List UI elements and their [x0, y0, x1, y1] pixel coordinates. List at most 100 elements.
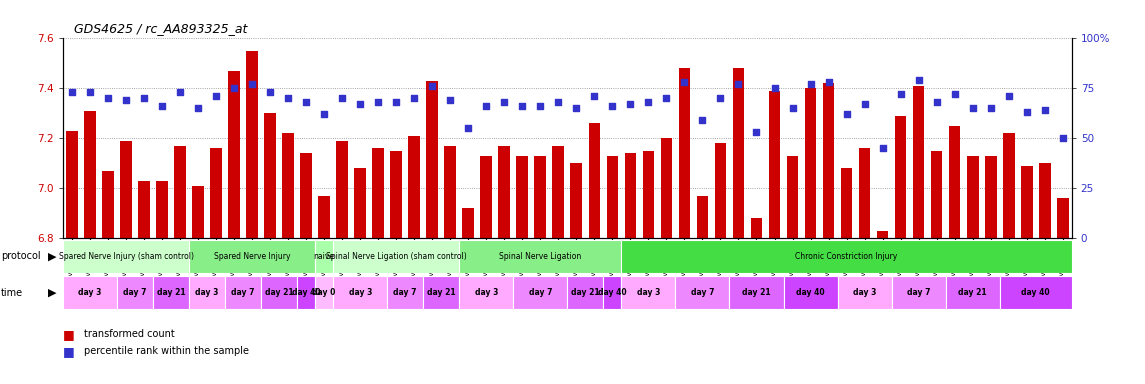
Bar [228, 71, 240, 238]
Bar [1039, 163, 1051, 238]
Bar [676, 276, 729, 309]
Text: Spinal Nerve Ligation (sham control): Spinal Nerve Ligation (sham control) [326, 252, 467, 261]
Text: day 40: day 40 [1021, 288, 1050, 297]
Bar [283, 133, 294, 238]
Bar [459, 240, 622, 273]
Point [352, 101, 370, 108]
Bar [102, 171, 113, 238]
Point [622, 101, 640, 108]
Bar [426, 81, 439, 238]
Bar [424, 276, 459, 309]
Text: ■: ■ [63, 345, 74, 358]
Bar [390, 151, 402, 238]
Text: ■: ■ [63, 328, 74, 341]
Bar [189, 276, 226, 309]
Point [711, 95, 729, 101]
Text: day 3: day 3 [196, 288, 219, 297]
Bar [733, 68, 744, 238]
Bar [946, 276, 1000, 309]
Bar [1057, 198, 1068, 238]
Point [171, 89, 189, 95]
Bar [153, 276, 189, 309]
Point [424, 83, 442, 89]
Point [207, 93, 226, 99]
Point [477, 103, 496, 109]
Bar [931, 151, 942, 238]
Text: day 40: day 40 [292, 288, 321, 297]
Bar [333, 240, 459, 273]
Point [495, 99, 513, 105]
Bar [570, 163, 582, 238]
Point [855, 101, 874, 108]
Text: day 3: day 3 [637, 288, 661, 297]
Text: ▶: ▶ [48, 251, 56, 262]
Point [963, 105, 981, 111]
Point [550, 99, 568, 105]
Point [567, 105, 585, 111]
Text: ▶: ▶ [48, 288, 56, 298]
Bar [354, 168, 366, 238]
Bar [840, 168, 852, 238]
Point [820, 79, 838, 85]
Bar [568, 276, 603, 309]
Point [676, 79, 694, 85]
Bar [603, 276, 622, 309]
Point [585, 93, 603, 99]
Bar [913, 86, 924, 238]
Point [117, 97, 135, 103]
Point [333, 95, 352, 101]
Point [243, 81, 261, 88]
Text: transformed count: transformed count [84, 329, 174, 339]
Bar [120, 141, 132, 238]
Point [1018, 109, 1036, 115]
Text: day 21: day 21 [157, 288, 185, 297]
Point [765, 85, 783, 91]
Text: day 7: day 7 [394, 288, 417, 297]
Bar [139, 181, 150, 238]
Point [224, 85, 243, 91]
Point [297, 99, 315, 105]
Bar [226, 276, 261, 309]
Text: day 0: day 0 [313, 288, 335, 297]
Text: day 3: day 3 [474, 288, 498, 297]
Text: naive: naive [314, 252, 334, 261]
Bar [837, 276, 892, 309]
Bar [481, 156, 492, 238]
Bar [516, 156, 528, 238]
Bar [246, 51, 258, 238]
Point [315, 111, 333, 118]
Bar [607, 156, 618, 238]
Bar [298, 276, 315, 309]
Bar [966, 156, 979, 238]
Bar [624, 153, 637, 238]
Text: percentile rank within the sample: percentile rank within the sample [84, 346, 248, 356]
Bar [156, 181, 168, 238]
Point [189, 105, 207, 111]
Bar [211, 148, 222, 238]
Point [909, 77, 927, 83]
Bar [1003, 133, 1014, 238]
Point [387, 99, 405, 105]
Point [279, 95, 298, 101]
Bar [189, 240, 315, 273]
Bar [1000, 276, 1072, 309]
Bar [892, 276, 946, 309]
Text: GDS4625 / rc_AA893325_at: GDS4625 / rc_AA893325_at [74, 22, 247, 35]
Text: protocol: protocol [1, 251, 41, 262]
Point [441, 97, 459, 103]
Bar [444, 146, 456, 238]
Bar [661, 138, 672, 238]
Text: day 21: day 21 [958, 288, 987, 297]
Text: day 3: day 3 [78, 288, 102, 297]
Bar [66, 131, 78, 238]
Text: day 21: day 21 [571, 288, 600, 297]
Point [81, 89, 100, 95]
Point [874, 145, 892, 151]
Bar [768, 91, 781, 238]
Point [837, 111, 855, 118]
Bar [315, 276, 333, 309]
Bar [63, 276, 117, 309]
Bar [1021, 166, 1033, 238]
Bar [783, 276, 837, 309]
Text: day 7: day 7 [231, 288, 255, 297]
